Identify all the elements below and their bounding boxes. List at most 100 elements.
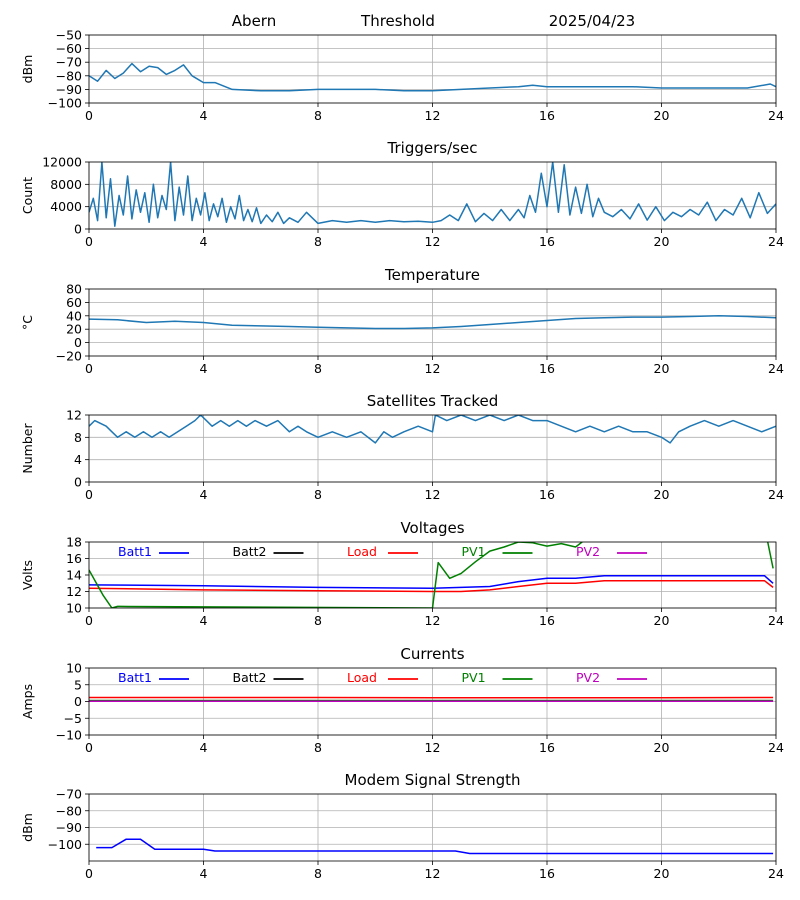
y-tick-label: 12 bbox=[66, 584, 82, 599]
x-tick-label: 12 bbox=[425, 108, 441, 123]
x-tick-label: 12 bbox=[425, 866, 441, 881]
x-tick-label: 24 bbox=[768, 487, 784, 502]
x-tick-label: 16 bbox=[539, 361, 555, 376]
x-tick-label: 12 bbox=[425, 487, 441, 502]
legend-label-pv2: PV2 bbox=[576, 544, 600, 559]
y-tick-label: 60 bbox=[66, 295, 82, 310]
x-tick-label: 4 bbox=[200, 487, 208, 502]
y-tick-label: −80 bbox=[56, 68, 82, 83]
x-tick-label: 8 bbox=[314, 740, 322, 755]
y-tick-label: 4000 bbox=[50, 199, 82, 214]
y-axis-label: Amps bbox=[20, 684, 35, 719]
x-tick-label: 12 bbox=[425, 740, 441, 755]
x-tick-label: 8 bbox=[314, 487, 322, 502]
panel-1: 0 4 8 12 16 20 24 −50−60−70−80−90−100 dBm bbox=[20, 28, 784, 124]
x-tick-label: 12 bbox=[425, 361, 441, 376]
y-axis-label: dBm bbox=[20, 813, 35, 842]
y-tick-label: 0 bbox=[74, 335, 82, 350]
y-tick-label: 12 bbox=[66, 408, 82, 423]
x-tick-label: 20 bbox=[654, 108, 670, 123]
y-tick-label: 20 bbox=[66, 322, 82, 337]
x-tick-label: 0 bbox=[85, 361, 93, 376]
x-tick-label: 24 bbox=[768, 234, 784, 249]
legend-label-pv1: PV1 bbox=[462, 544, 486, 559]
x-tick-label: 0 bbox=[85, 234, 93, 249]
x-tick-label: 4 bbox=[200, 613, 208, 628]
y-tick-label: 4 bbox=[74, 452, 82, 467]
y-axis-label: dBm bbox=[20, 55, 35, 84]
y-tick-label: 80 bbox=[66, 282, 82, 297]
x-tick-label: 24 bbox=[768, 866, 784, 881]
legend-label-load: Load bbox=[347, 544, 377, 559]
x-tick-label: 8 bbox=[314, 234, 322, 249]
x-tick-label: 8 bbox=[314, 613, 322, 628]
x-tick-label: 8 bbox=[314, 361, 322, 376]
panel-title: Triggers/sec bbox=[387, 139, 478, 157]
y-tick-label: −60 bbox=[56, 41, 82, 56]
y-tick-label: 8000 bbox=[50, 177, 82, 192]
panel-4: 0 4 8 12 16 20 24 0 4 8 12 Satellites Tracked Number bbox=[20, 392, 784, 502]
y-tick-label: 0 bbox=[74, 694, 82, 709]
x-tick-label: 16 bbox=[539, 108, 555, 123]
x-tick-label: 20 bbox=[654, 613, 670, 628]
legend-label-batt2: Batt2 bbox=[233, 544, 267, 559]
y-tick-label: 8 bbox=[74, 430, 82, 445]
x-tick-label: 24 bbox=[768, 613, 784, 628]
legend-label-pv2: PV2 bbox=[576, 670, 600, 685]
y-tick-label: −20 bbox=[56, 349, 82, 364]
x-tick-label: 0 bbox=[85, 740, 93, 755]
x-tick-label: 12 bbox=[425, 613, 441, 628]
x-tick-label: 4 bbox=[200, 866, 208, 881]
panel-title: Modem Signal Strength bbox=[345, 771, 521, 789]
y-tick-label: 12000 bbox=[42, 155, 82, 170]
y-tick-label: 0 bbox=[74, 475, 82, 490]
x-tick-label: 8 bbox=[314, 866, 322, 881]
y-tick-label: −70 bbox=[56, 787, 82, 802]
y-tick-label: −80 bbox=[56, 803, 82, 818]
y-tick-label: −90 bbox=[56, 820, 82, 835]
y-tick-label: 40 bbox=[66, 308, 82, 323]
panel-title: Voltages bbox=[400, 519, 464, 537]
y-tick-label: −100 bbox=[48, 96, 82, 111]
y-tick-label: −90 bbox=[56, 82, 82, 97]
x-tick-label: 20 bbox=[654, 234, 670, 249]
panel-title: Satellites Tracked bbox=[367, 392, 498, 410]
x-tick-label: 16 bbox=[539, 234, 555, 249]
y-tick-label: −10 bbox=[56, 728, 82, 743]
x-tick-label: 16 bbox=[539, 487, 555, 502]
x-tick-label: 4 bbox=[200, 108, 208, 123]
y-axis-label: °C bbox=[20, 315, 35, 330]
series-line-main bbox=[89, 315, 776, 330]
figure-header: Abern Threshold 2025/04/23 bbox=[232, 12, 635, 30]
x-tick-label: 20 bbox=[654, 487, 670, 502]
legend-label-pv1: PV1 bbox=[462, 670, 486, 685]
x-tick-label: 4 bbox=[200, 740, 208, 755]
y-tick-label: −70 bbox=[56, 55, 82, 70]
y-tick-label: −50 bbox=[56, 28, 82, 43]
legend: Batt1 Batt2 Load PV1 PV2 bbox=[118, 544, 647, 559]
y-axis-label: Number bbox=[20, 423, 35, 474]
series-line-main bbox=[96, 838, 774, 855]
x-tick-label: 12 bbox=[425, 234, 441, 249]
x-tick-label: 16 bbox=[539, 740, 555, 755]
legend-label-batt1: Batt1 bbox=[118, 544, 152, 559]
series-line-main bbox=[89, 162, 776, 227]
y-axis-label: Count bbox=[20, 177, 35, 214]
legend-label-batt2: Batt2 bbox=[233, 670, 267, 685]
panel-7: 0 4 8 12 16 20 24 −70−80 −90 −100 Modem Signal Str… bbox=[20, 771, 784, 881]
panel-2: 0 4 8 12 16 20 24 0 4000 8000 12000 Triggers/sec Cou… bbox=[20, 139, 784, 249]
legend-label-load: Load bbox=[347, 670, 377, 685]
y-tick-label: 10 bbox=[66, 661, 82, 676]
x-tick-label: 0 bbox=[85, 613, 93, 628]
x-tick-label: 20 bbox=[654, 866, 670, 881]
y-tick-label: −100 bbox=[48, 837, 82, 852]
header-station: Abern bbox=[232, 12, 276, 30]
x-tick-label: 20 bbox=[654, 361, 670, 376]
x-tick-label: 4 bbox=[200, 361, 208, 376]
y-tick-label: 10 bbox=[66, 601, 82, 616]
